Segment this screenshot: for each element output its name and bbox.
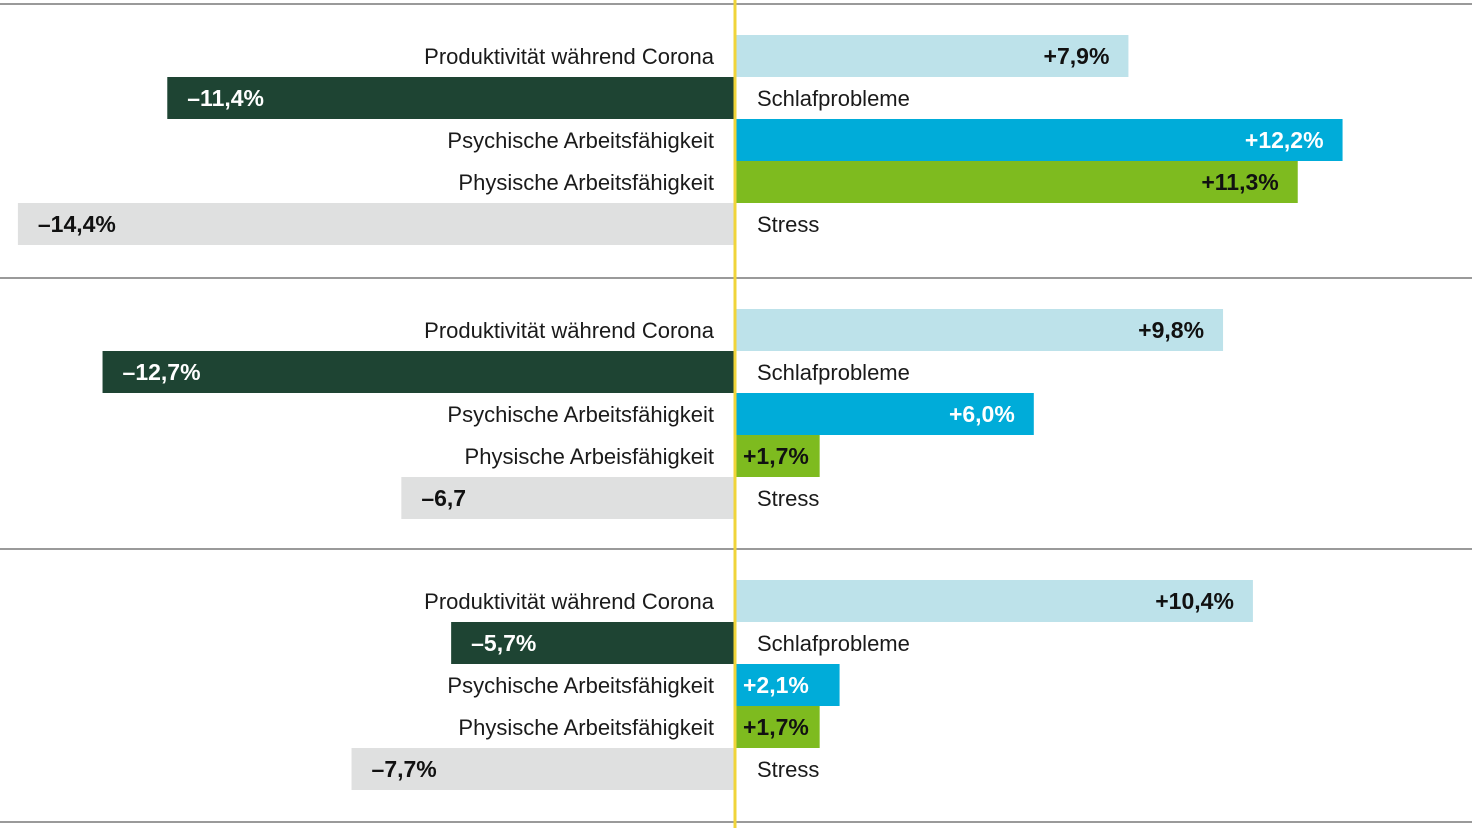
data-label: +1,7% (743, 443, 809, 469)
data-label: –11,4% (187, 85, 264, 111)
category-label: Schlafprobleme (757, 360, 910, 385)
data-label: –7,7% (372, 756, 437, 782)
category-label: Physische Arbeitsfähigkeit (458, 715, 714, 740)
bar (735, 35, 1129, 77)
bar (735, 435, 820, 477)
category-label: Produktivität während Corona (424, 318, 715, 343)
data-label: +2,1% (743, 672, 809, 698)
bar (102, 351, 736, 393)
bar (735, 161, 1298, 203)
bar (735, 664, 840, 706)
data-label: +12,2% (1245, 127, 1324, 153)
data-label: –12,7% (123, 359, 201, 385)
bar (17, 203, 735, 245)
bar (735, 393, 1034, 435)
data-label: –14,4% (38, 211, 116, 237)
data-label: +9,8% (1138, 317, 1204, 343)
bar (735, 309, 1224, 351)
bar (735, 706, 820, 748)
category-label: Schlafprobleme (757, 631, 910, 656)
bar (735, 119, 1343, 161)
category-label: Physische Arbeitsfähigkeit (458, 170, 714, 195)
data-label: +1,7% (743, 714, 809, 740)
bar (351, 748, 735, 790)
category-label: Stress (757, 757, 819, 782)
data-label: –5,7% (471, 630, 536, 656)
data-label: +7,9% (1044, 43, 1110, 69)
category-label: Schlafprobleme (757, 86, 910, 111)
category-label: Stress (757, 486, 819, 511)
data-label: +6,0% (949, 401, 1015, 427)
data-label: +11,3% (1201, 169, 1278, 195)
category-label: Psychische Arbeitsfähigkeit (447, 128, 714, 153)
category-label: Physische Arbeisfähigkeit (465, 444, 714, 469)
bar (451, 622, 735, 664)
category-label: Psychische Arbeitsfähigkeit (447, 673, 714, 698)
category-label: Produktivität während Corona (424, 589, 715, 614)
bar (735, 580, 1253, 622)
category-label: Stress (757, 212, 819, 237)
bar (167, 77, 735, 119)
category-label: Produktivität während Corona (424, 44, 715, 69)
data-label: +10,4% (1155, 588, 1234, 614)
data-label: –6,7 (421, 485, 466, 511)
bar (401, 477, 735, 519)
category-label: Psychische Arbeitsfähigkeit (447, 402, 714, 427)
